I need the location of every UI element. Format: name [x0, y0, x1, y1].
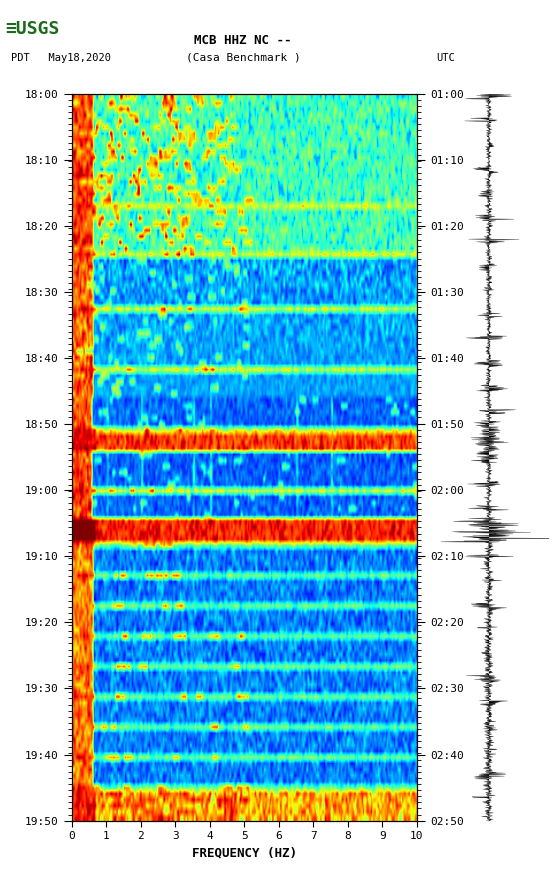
- Text: UTC: UTC: [436, 53, 455, 63]
- Text: MCB HHZ NC --: MCB HHZ NC --: [194, 34, 291, 46]
- Text: PDT   May18,2020: PDT May18,2020: [11, 53, 111, 63]
- Text: (Casa Benchmark ): (Casa Benchmark ): [185, 53, 300, 63]
- X-axis label: FREQUENCY (HZ): FREQUENCY (HZ): [192, 847, 297, 860]
- Text: ≡USGS: ≡USGS: [6, 20, 60, 37]
